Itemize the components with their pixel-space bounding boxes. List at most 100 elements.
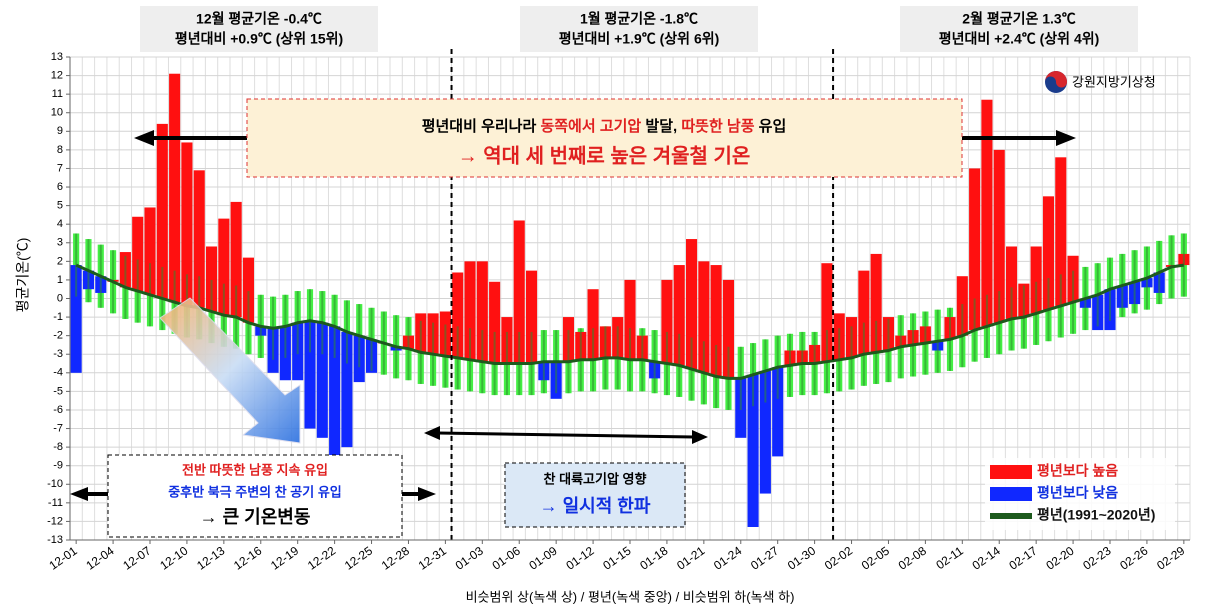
temperature-bar (673, 265, 685, 366)
legend-label: 평년(1991~2020년) (1037, 507, 1155, 523)
temperature-bar (969, 168, 981, 331)
x-tick-label: 01-30 (785, 543, 818, 572)
temperature-bar (722, 279, 734, 379)
y-tick-label: 7 (57, 162, 63, 174)
temperature-bar (1006, 246, 1018, 319)
temperature-bar (489, 281, 501, 364)
temperature-bar (242, 257, 254, 323)
temperature-bar (206, 246, 218, 312)
y-tick-label: -11 (48, 497, 63, 509)
temperature-bar (526, 270, 538, 364)
temperature-bar (341, 331, 353, 448)
x-axis-title: 비슷범위 상(녹색 상) / 평년(녹색 중앙) / 비슷범위 하(녹색 하) (466, 589, 795, 604)
summary-line: 12월 평균기온 -0.4℃ (196, 11, 322, 27)
source: 강원지방기상청 (1072, 74, 1156, 89)
y-axis-title: 평균기온(℃) (15, 238, 31, 313)
y-tick-label: 2 (57, 255, 63, 267)
x-tick-label: 12-28 (379, 543, 412, 572)
y-tick-label: -12 (47, 515, 63, 527)
annotation-text: 전반 따뜻한 남풍 지속 유입 (182, 462, 328, 477)
y-tick-label: 11 (52, 88, 63, 100)
normal-range-core (1182, 233, 1185, 297)
x-tick-label: 12-01 (47, 543, 80, 572)
arrowhead (70, 487, 88, 501)
annotation-arrows (70, 130, 1076, 501)
x-tick-label: 12-04 (83, 543, 116, 572)
y-tick-label: -3 (53, 348, 63, 360)
temperature-bar (624, 279, 636, 360)
x-tick-label: 12-10 (157, 543, 190, 572)
y-tick-label: -1 (53, 311, 63, 323)
temperature-bar (70, 265, 82, 373)
summary-box (520, 6, 758, 52)
x-tick-label: 12-16 (231, 543, 264, 572)
temperature-bar (329, 326, 341, 513)
x-tick-label: 01-24 (711, 543, 744, 572)
y-tick-label: 6 (57, 181, 63, 193)
x-tick-label: 01-03 (453, 543, 486, 572)
x-tick-label: 01-21 (674, 543, 707, 572)
arrowhead (134, 130, 154, 146)
temperature-bar (218, 218, 230, 316)
temperature-bar (513, 220, 525, 364)
temperature-bar (1030, 246, 1042, 314)
temperature-bar (230, 201, 242, 318)
temperature-bar (181, 142, 193, 306)
month-summaries: 12월 평균기온 -0.4℃ 평년대비 +0.9℃ (상위 15위) 1월 평균… (140, 6, 1138, 52)
summary-box (900, 6, 1138, 52)
y-tick-label: 12 (51, 69, 63, 81)
y-tick-label: -4 (53, 367, 63, 379)
temperature-bar (156, 123, 168, 299)
summary-box (140, 6, 378, 52)
y-tick-label: 5 (57, 200, 63, 212)
legend-swatch (990, 487, 1032, 501)
x-tick-label: 12-25 (342, 543, 375, 572)
arrowhead (424, 426, 440, 440)
summary-line: 평년대비 +1.9℃ (상위 6위) (559, 31, 720, 47)
x-tick-label: 01-06 (490, 543, 523, 572)
temperature-bar (169, 73, 181, 303)
annotation-box (246, 98, 963, 178)
x-tick-label: 12-22 (305, 543, 338, 572)
x-tick-label: 02-05 (859, 543, 892, 572)
annotation-part: 평년대비 우리나라 (422, 117, 541, 135)
arrowhead (418, 487, 436, 501)
temperature-bar (686, 239, 698, 370)
x-tick-label: 01-12 (563, 543, 596, 572)
y-tick-label: 0 (57, 292, 63, 304)
x-tick-label: 02-20 (1043, 543, 1076, 572)
legend-label: 평년보다 낮음 (1037, 485, 1118, 501)
annotation-text: 중후반 북극 주변의 찬 공기 유입 (168, 484, 342, 499)
temperature-bar (316, 322, 328, 438)
logo: 강원지방기상청 (1045, 71, 1156, 93)
y-tick-label: -13 (47, 534, 63, 546)
temperature-bar (587, 289, 599, 360)
y-tick-label: 1 (57, 274, 63, 286)
annotation-left: 전반 따뜻한 남풍 지속 유입 중후반 북극 주변의 찬 공기 유입 → 큰 기… (107, 454, 403, 538)
x-tick-label: 01-18 (637, 543, 670, 572)
temperature-bar (144, 207, 156, 295)
temperature-bar (981, 99, 993, 327)
x-tick-label: 02-14 (970, 543, 1003, 572)
x-tick-label: 02-23 (1080, 543, 1113, 572)
temperature-bar (698, 261, 710, 373)
x-tick-label: 02-17 (1007, 543, 1040, 572)
y-tick-label: 10 (51, 107, 63, 119)
temperature-bar (1055, 157, 1067, 306)
normal-range-core (75, 233, 78, 297)
annotation-part: 따뜻한 남풍 (681, 118, 754, 135)
y-tick-label: 13 (51, 51, 63, 63)
annotation-middle: 찬 대륙고기압 영향 → 일시적 한파 (504, 462, 686, 528)
x-tick-label: 12-31 (416, 543, 449, 572)
y-tick-label: -9 (53, 460, 63, 472)
annotation-text: → 큰 기온변동 (200, 507, 311, 527)
annotation-top: 평년대비 우리나라 동쪽에서 고기압 발달, 따뜻한 남풍 유입 → 역대 세 … (246, 98, 963, 178)
temperature-bar (858, 270, 870, 355)
trend-arrow (159, 297, 301, 444)
temperature-bar (772, 367, 784, 457)
arrowhead (1056, 130, 1076, 146)
y-tick-label: -7 (53, 422, 63, 434)
temperature-bar (132, 216, 144, 292)
temperature-bar (993, 149, 1005, 323)
